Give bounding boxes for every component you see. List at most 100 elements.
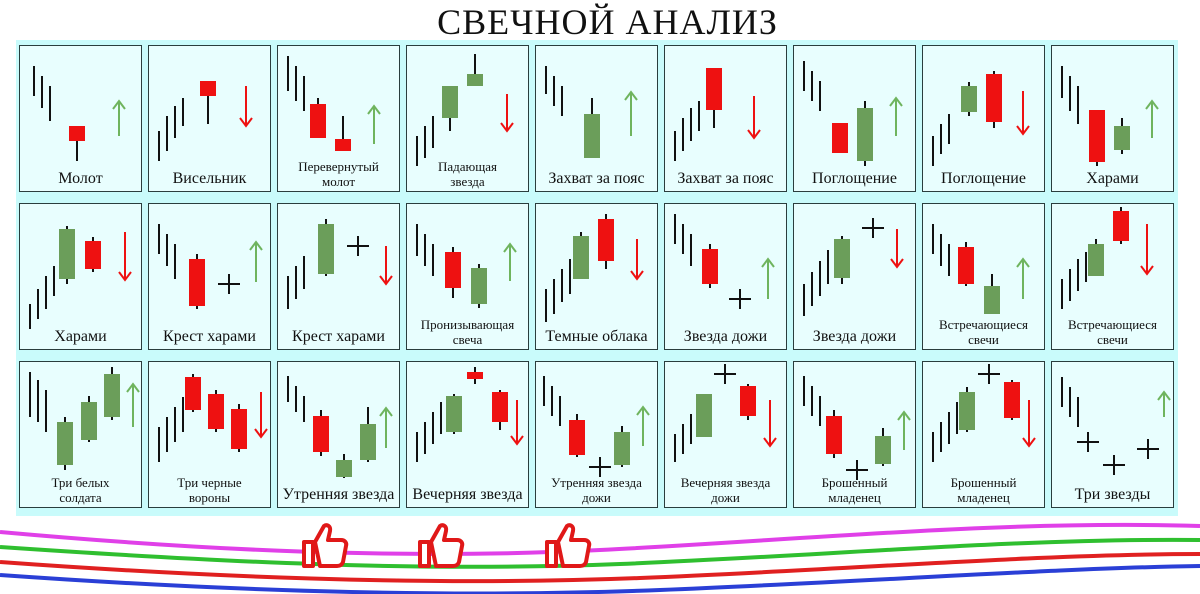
pattern-label-line: Пронизывающая — [420, 317, 515, 332]
doji-cross — [729, 289, 751, 309]
bearish-candle — [467, 367, 483, 384]
bearish-candle — [200, 81, 216, 124]
pattern-label-line: свеча — [452, 332, 483, 347]
arrow-down-icon — [510, 400, 524, 446]
pattern-label-line: Крест харами — [292, 328, 385, 345]
pattern-label-line: Три черные — [177, 475, 242, 490]
pattern-label: Брошенный младенец — [923, 475, 1044, 505]
arrow-up-icon — [1157, 390, 1171, 417]
pattern-label-line: Захват за пояс — [548, 170, 645, 187]
pattern-card: Три черные вороны — [148, 361, 271, 508]
candlestick-diagram — [29, 226, 132, 329]
doji-cross — [218, 274, 240, 294]
bullish-candle — [696, 394, 712, 437]
arrow-down-icon — [630, 239, 644, 281]
candlestick-diagram — [932, 364, 1036, 462]
bullish-candle — [573, 232, 589, 279]
arrow-up-icon — [503, 242, 517, 281]
arrow-down-icon — [379, 246, 393, 286]
bullish-candle — [834, 236, 850, 284]
bullish-candle — [1088, 239, 1104, 276]
pattern-label-line: Харами — [54, 328, 107, 345]
pattern-card: Падающая звезда — [406, 45, 529, 192]
arrow-up-icon — [249, 240, 263, 282]
candlestick-diagram — [158, 374, 268, 462]
thumbs-up-icon — [418, 523, 465, 568]
bullish-candle — [961, 82, 977, 116]
arrow-up-icon — [636, 405, 650, 446]
arrow-up-icon — [1016, 257, 1030, 299]
bearish-candle — [313, 410, 329, 456]
bullish-candle — [467, 54, 483, 86]
pattern-label-line: Крест харами — [163, 328, 256, 345]
pattern-card: Поглощение — [793, 45, 916, 192]
pattern-label: Вечерняя звезда дожи — [665, 475, 786, 505]
bearish-candle — [85, 237, 101, 272]
candlestick-diagram — [543, 376, 650, 477]
candlestick-diagram — [932, 224, 1030, 314]
bearish-candle — [569, 414, 585, 457]
bearish-candle — [702, 244, 718, 288]
pattern-label: Крест харами — [278, 328, 399, 345]
pattern-label-line: Поглощение — [812, 170, 897, 187]
pattern-label: Звезда дожи — [794, 328, 915, 345]
pattern-label-line: Звезда дожи — [683, 328, 768, 345]
pattern-label: Харами — [20, 328, 141, 345]
candlestick-diagram — [416, 54, 514, 166]
bullish-candle — [442, 86, 458, 131]
pattern-label-line: дожи — [711, 490, 740, 505]
candlestick-diagram — [932, 71, 1030, 166]
pattern-label-line: Брошенный — [950, 475, 1017, 490]
doji-cross — [1137, 439, 1159, 459]
pattern-label-line: Утренняя звезда — [282, 486, 395, 503]
doji-cross — [589, 457, 611, 477]
pattern-label-line: Три звезды — [1074, 486, 1151, 503]
bearish-candle — [598, 214, 614, 269]
bearish-candle — [706, 68, 722, 128]
pattern-label-line: Висельник — [172, 170, 247, 187]
page-title: СВЕЧНОЙ АНАЛИЗ — [437, 2, 778, 42]
bearish-candle — [492, 390, 508, 430]
pattern-label-line: Три белых — [51, 475, 110, 490]
pattern-label: Висельник — [149, 170, 270, 187]
candlestick-diagram — [416, 224, 517, 308]
pattern-card: Пронизывающая свеча — [406, 203, 529, 350]
thumbs-up-icon — [302, 523, 349, 568]
arrow-down-icon — [890, 229, 904, 269]
pattern-card: Звезда дожи — [664, 203, 787, 350]
candlestick-diagram — [674, 364, 777, 462]
arrow-down-icon — [763, 400, 777, 448]
bearish-candle — [189, 254, 205, 309]
pattern-card: Висельник — [148, 45, 271, 192]
arrow-down-icon — [500, 94, 514, 133]
bullish-candle — [336, 454, 352, 478]
pattern-label-line: молот — [321, 174, 356, 189]
pattern-label: Вечерняя звезда — [407, 486, 528, 503]
bullish-candle — [614, 426, 630, 467]
pattern-label-line: Падающая — [437, 159, 497, 174]
candlestick-diagram — [674, 214, 775, 309]
pattern-card: Встречающиеся свечи — [1051, 203, 1174, 350]
candlestick-diagram — [545, 66, 638, 158]
bearish-candle — [231, 404, 247, 452]
pattern-card: Утренняя звезда дожи — [535, 361, 658, 508]
arrow-down-icon — [254, 392, 268, 439]
bearish-candle — [826, 410, 842, 458]
arrow-down-icon — [747, 96, 761, 140]
pattern-label: Крест харами — [149, 328, 270, 345]
bullish-candle — [857, 101, 873, 166]
bearish-candle — [335, 116, 351, 151]
pattern-label-line: дожи — [582, 490, 611, 505]
pattern-label: Утренняя звезда — [278, 486, 399, 503]
bullish-candle — [59, 226, 75, 284]
pattern-label: Пронизывающая свеча — [407, 317, 528, 347]
arrow-up-icon — [126, 382, 140, 427]
bullish-candle — [471, 264, 487, 308]
pattern-label: Встречающиеся свечи — [1052, 317, 1173, 347]
candlestick-diagram — [158, 81, 253, 161]
pattern-card: Харами — [19, 203, 142, 350]
bearish-candle — [1004, 380, 1020, 420]
pattern-label-line: Звезда дожи — [812, 328, 897, 345]
candlestick-diagram — [803, 376, 911, 480]
arrow-down-icon — [1016, 91, 1030, 136]
